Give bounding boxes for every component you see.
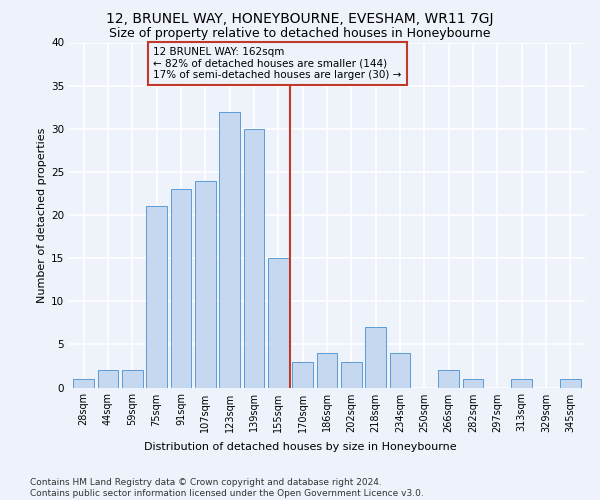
Bar — [292, 362, 313, 388]
Y-axis label: Number of detached properties: Number of detached properties — [37, 128, 47, 302]
Text: Size of property relative to detached houses in Honeybourne: Size of property relative to detached ho… — [109, 28, 491, 40]
Bar — [317, 353, 337, 388]
Bar — [98, 370, 118, 388]
Text: 12 BRUNEL WAY: 162sqm
← 82% of detached houses are smaller (144)
17% of semi-det: 12 BRUNEL WAY: 162sqm ← 82% of detached … — [153, 47, 401, 80]
Bar — [244, 128, 265, 388]
Bar — [73, 379, 94, 388]
Bar — [219, 112, 240, 388]
Bar — [195, 180, 215, 388]
Bar — [389, 353, 410, 388]
Text: Contains HM Land Registry data © Crown copyright and database right 2024.
Contai: Contains HM Land Registry data © Crown c… — [30, 478, 424, 498]
Text: 12, BRUNEL WAY, HONEYBOURNE, EVESHAM, WR11 7GJ: 12, BRUNEL WAY, HONEYBOURNE, EVESHAM, WR… — [106, 12, 494, 26]
Bar — [341, 362, 362, 388]
Bar — [268, 258, 289, 388]
Bar — [146, 206, 167, 388]
Bar — [365, 327, 386, 388]
Bar — [463, 379, 484, 388]
Text: Distribution of detached houses by size in Honeybourne: Distribution of detached houses by size … — [143, 442, 457, 452]
Bar — [511, 379, 532, 388]
Bar — [439, 370, 459, 388]
Bar — [170, 189, 191, 388]
Bar — [560, 379, 581, 388]
Bar — [122, 370, 143, 388]
